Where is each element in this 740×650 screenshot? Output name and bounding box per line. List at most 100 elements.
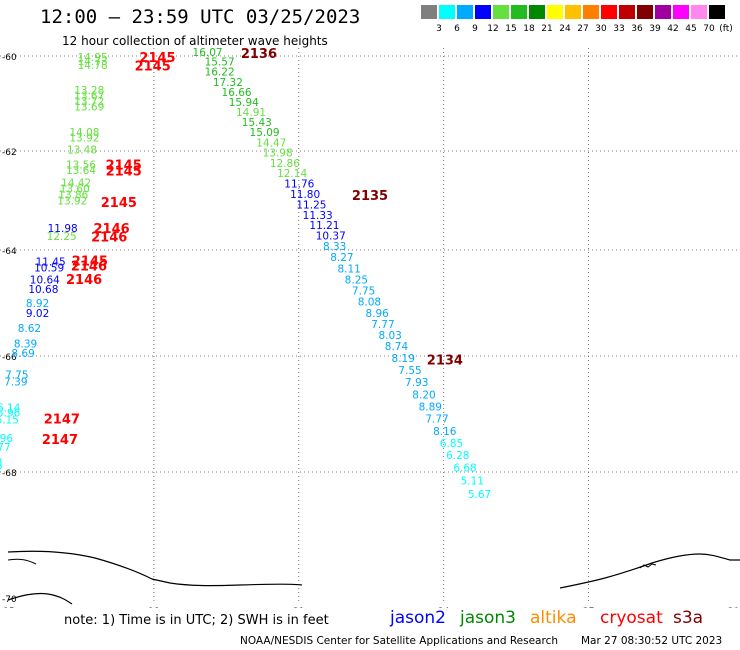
latitude-label: -70 [2,595,17,605]
swh-value: 14.42 [61,178,91,190]
pass-time-label: 2145 [101,196,137,211]
swh-value: 11.45 [36,256,66,268]
swh-value: 14.78 [78,60,108,72]
swh-value: 13.92 [69,133,99,145]
swh-value: 6.08 [0,457,2,469]
scale-swatch-7 [547,5,563,19]
swh-value: 8.96 [365,308,389,320]
coastline-segment [7,558,37,565]
pass-time-label: 2145 [106,158,142,173]
pass-time-label: 2146 [71,260,107,275]
swh-value: 8.20 [412,389,435,401]
swh-value: 15.94 [229,97,259,109]
pass-time-label: 2147 [42,433,78,448]
scale-swatch-4 [493,5,509,19]
pass-time-labels: 2145214521362145214521452146214621352145… [42,48,463,448]
swh-value: 14.47 [256,137,286,149]
swh-value: 10.64 [30,274,60,286]
swh-value: 8.69 [11,348,34,360]
latitude-label: -68 [2,469,17,479]
satellite-jason3: jason3 [460,608,516,628]
swh-value: 5.67 [468,489,491,501]
swh-value: 13.98 [263,147,293,159]
swh-value: 8.27 [330,252,353,264]
scale-label: 15 [505,24,517,34]
swh-value: 11.98 [48,223,78,235]
pass-time-label: 2145 [72,254,108,269]
swh-value: 16.66 [222,87,252,99]
satellite-cryosat: cryosat [600,608,663,628]
longitude-label: 18 [148,607,160,608]
scale-swatch-0 [421,5,437,19]
longitude-label: 27 [583,607,594,608]
latitude-label: -62 [2,148,17,158]
swh-value: 11.21 [309,220,339,232]
swh-value: 14.73 [78,56,108,68]
swh-value: 16.07 [193,48,223,59]
swh-value: 9.02 [26,308,49,320]
swh-value: 10.68 [28,284,58,296]
swh-value: 8.89 [419,402,442,414]
swh-value: 12.14 [277,168,307,180]
credit-line: NOAA/NESDIS Center for Satellite Applica… [240,635,558,647]
swh-value: 8.39 [14,339,37,351]
scale-label: (ft) [719,24,733,34]
scale-label: 30 [595,24,607,34]
scale-swatch-5 [511,5,527,19]
pass-time-label: 2146 [94,222,130,237]
scale-label: 18 [523,24,535,34]
latitude-label: -66 [2,353,17,363]
swh-value: 6.85 [440,438,463,450]
swh-value: 8.16 [433,426,457,438]
scale-label: 70 [703,24,715,34]
swh-value: 10.59 [34,263,64,275]
scale-label: 36 [631,24,643,34]
pass-time-label: 2145 [135,59,171,74]
swh-value: 13.72 [74,96,104,108]
scale-label: 21 [541,24,553,34]
scale-label: 6 [454,24,460,34]
coastline-segment [559,553,740,589]
pass-time-label: 2146 [91,231,127,246]
satellite-altika: altika [530,608,577,628]
swh-value: 6.26 [0,461,3,473]
generation-timestamp: Mar 27 08:30:52 UTC 2023 [581,635,723,647]
swh-value: 15.57 [205,57,235,69]
scale-swatch-8 [565,5,581,19]
scale-swatch-3 [475,5,491,19]
scale-swatch-6 [529,5,545,19]
scale-label: 24 [559,24,571,34]
scale-label: 45 [685,24,697,34]
swh-value: 13.60 [60,184,90,196]
latitude-labels: -60 -62 -64 -66 -68 -70 [2,53,17,605]
swh-value: 5.77 [0,442,11,454]
pass-time-label: 2145 [139,51,175,66]
longitude-label: 15 [3,607,14,608]
coastline-segment [7,550,303,587]
swh-value: 7.75 [352,286,375,298]
swh-value: 8.11 [337,263,360,275]
swh-value: 14.08 [69,127,99,139]
swh-value: 6.68 [453,462,476,474]
swh-value: 13.92 [57,195,87,207]
latitude-label: -60 [2,53,17,63]
satellite-jason2: jason2 [390,608,446,628]
swh-value: 13.67 [74,91,104,103]
swh-value: 8.74 [385,341,409,353]
swh-value: 17.32 [213,77,243,89]
graticule [0,48,740,603]
pass-time-label: 2146 [66,273,102,288]
swh-value: 11.25 [296,199,326,211]
scale-label: 12 [487,24,499,34]
coastline-segment [639,563,657,569]
longitude-label: 21 [293,607,304,608]
scale-label: 3 [436,24,442,34]
swh-value: 13.69 [74,102,104,114]
pass-time-label: 2145 [106,164,142,179]
pass-time-label: 2136 [241,48,277,62]
swh-value: 12.25 [47,231,77,243]
scale-label: 42 [667,24,679,34]
